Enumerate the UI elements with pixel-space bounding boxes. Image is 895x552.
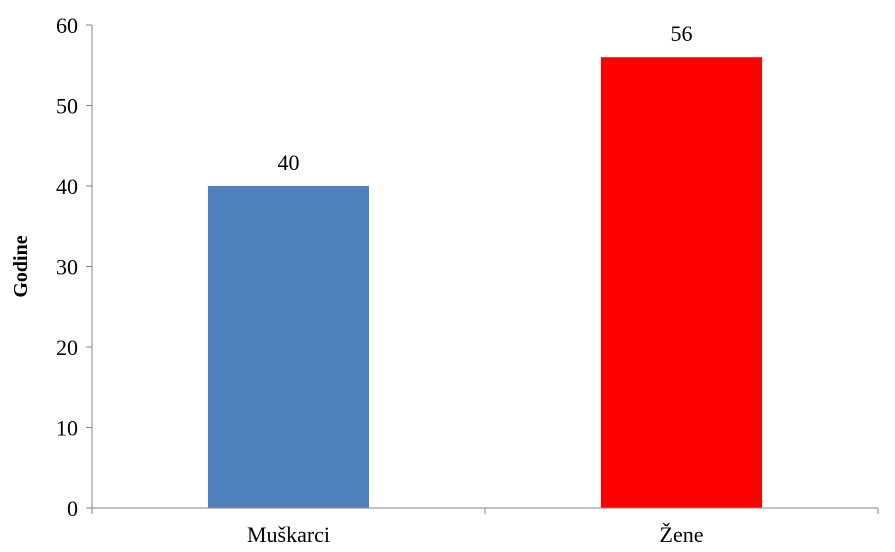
bar-value-label: 56 <box>671 21 693 46</box>
bar <box>600 57 763 508</box>
y-tick-label: 40 <box>56 174 78 199</box>
bar-value-label: 40 <box>278 150 300 175</box>
bars <box>207 57 763 508</box>
y-tick-label: 0 <box>67 496 78 521</box>
y-axis-title: Godine <box>10 235 32 297</box>
y-tick-label: 60 <box>56 13 78 38</box>
y-axis-ticks: 0 10 20 30 40 50 60 <box>56 13 92 521</box>
y-tick-label: 20 <box>56 335 78 360</box>
x-category-label: Muškarci <box>247 522 330 547</box>
y-tick-label: 50 <box>56 94 78 119</box>
x-category-label: Žene <box>660 522 704 547</box>
x-axis-ticks <box>91 508 879 514</box>
y-tick-label: 30 <box>56 255 78 280</box>
data-labels: 40 56 <box>278 21 693 175</box>
bar <box>207 186 370 508</box>
category-labels: Muškarci Žene <box>247 522 704 547</box>
y-tick-label: 10 <box>56 416 78 441</box>
